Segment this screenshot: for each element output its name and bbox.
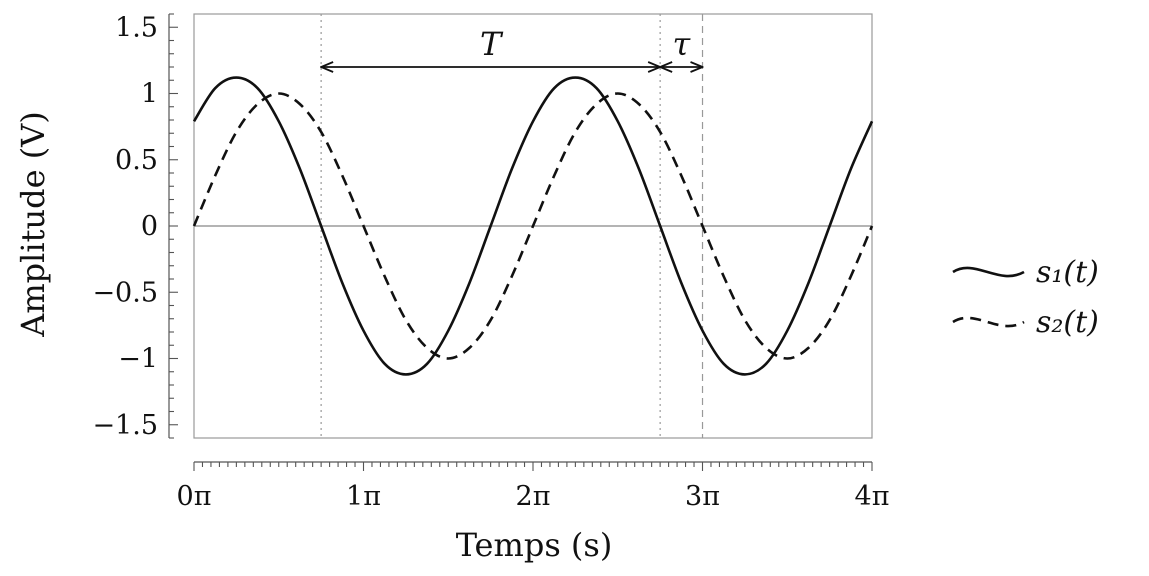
- annotation-label-2: τ: [672, 25, 691, 63]
- series-lines: [192, 76, 874, 376]
- x-tick-label: 1π: [346, 481, 381, 512]
- legend-label-1: s₁(t): [1036, 255, 1099, 290]
- y-tick-label: 0.5: [115, 145, 158, 176]
- legend-swatch-1: [952, 266, 1025, 278]
- x-tick-label: 0π: [177, 481, 212, 512]
- y-tick-label: 1: [141, 79, 158, 110]
- series-line-2: [192, 92, 874, 360]
- y-tick-label: −1.5: [92, 410, 158, 441]
- x-tick-label: 4π: [855, 481, 890, 512]
- x-tick-label: 2π: [516, 481, 551, 512]
- y-tick-label: −1: [118, 344, 158, 375]
- y-tick-label: 0: [141, 211, 158, 242]
- legend-swatch-2: [952, 316, 1025, 328]
- y-tick-label: 1.5: [115, 12, 158, 43]
- annotation-label-1: T: [480, 25, 504, 63]
- y-axis-title: Amplitude (V): [14, 111, 52, 338]
- legend-label-2: s₂(t): [1036, 305, 1099, 340]
- x-axis-title: Temps (s): [456, 526, 613, 564]
- x-tick-label: 3π: [685, 481, 720, 512]
- axes: 1.5 1 0.5 0 −0.5 −1 −1.5 0π 1π 2π 3π 4π: [92, 12, 889, 512]
- legend: s₁(t) s₂(t): [952, 255, 1099, 340]
- y-tick-label: −0.5: [92, 277, 158, 308]
- series-line-1: [192, 76, 874, 376]
